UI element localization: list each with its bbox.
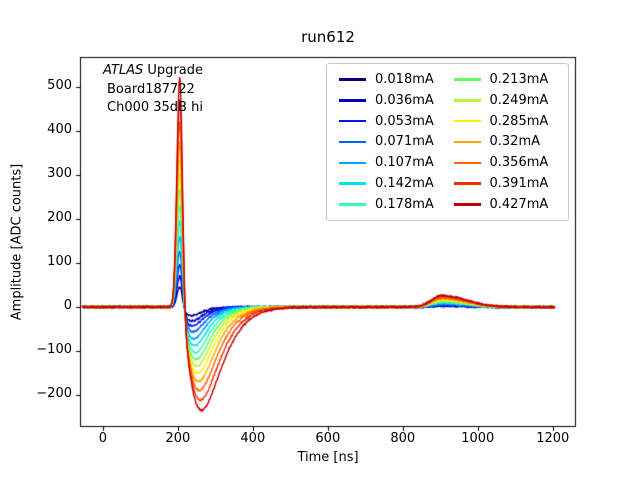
legend-item: 0.213mA — [448, 69, 563, 90]
y-tick-label: 0 — [63, 298, 72, 314]
legend-label: 0.018mA — [375, 71, 434, 87]
legend: 0.018mA 0.036mA 0.053mA 0.071mA 0.107mA 0.142… — [326, 63, 569, 221]
y-tick-label: −100 — [36, 342, 72, 358]
x-tick-label: 1200 — [536, 431, 570, 446]
legend-label: 0.427mA — [489, 197, 549, 213]
x-tick-label: 400 — [240, 431, 266, 446]
legend-line-swatch — [339, 161, 366, 165]
legend-label: 0.356mA — [489, 155, 549, 171]
annotation: ATLAS Upgrade Board187722 Ch000 35dB hi — [103, 62, 203, 118]
legend-line-swatch — [339, 182, 366, 185]
legend-item: 0.053mA — [333, 111, 448, 132]
legend-item: 0.036mA — [333, 90, 448, 111]
y-tick-label: 100 — [47, 253, 72, 269]
legend-item: 0.107mA — [333, 152, 448, 173]
x-tick-label: 0 — [98, 431, 107, 446]
legend-line-swatch — [453, 119, 481, 123]
legend-item: 0.071mA — [333, 132, 448, 153]
x-tick-label: 600 — [315, 431, 341, 446]
legend-item: 0.178mA — [333, 194, 448, 215]
legend-item: 0.32mA — [448, 132, 563, 153]
legend-line-swatch — [339, 203, 366, 206]
legend-item: 0.391mA — [448, 173, 563, 194]
legend-line-swatch — [339, 99, 366, 102]
annotation-board: Board187722 — [107, 81, 195, 97]
y-tick-label: 300 — [47, 165, 72, 181]
y-tick-label: −200 — [36, 386, 72, 402]
legend-item: 0.427mA — [448, 194, 563, 215]
legend-label: 0.391mA — [489, 176, 549, 192]
annotation-line1-rest: Upgrade — [143, 63, 203, 78]
legend-item: 0.249mA — [448, 90, 563, 111]
legend-label: 0.107mA — [375, 155, 434, 171]
legend-label: 0.285mA — [489, 113, 549, 129]
x-axis-label: Time [ns] — [297, 450, 359, 465]
legend-label: 0.32mA — [489, 134, 541, 150]
legend-label: 0.178mA — [375, 197, 434, 213]
y-tick-label: 400 — [47, 121, 72, 137]
legend-line-swatch — [339, 119, 366, 123]
annotation-channel: Ch000 35dB hi — [107, 100, 203, 115]
legend-label: 0.142mA — [375, 176, 434, 192]
legend-line-swatch — [453, 99, 481, 102]
legend-line-swatch — [453, 182, 481, 185]
y-tick-label: 200 — [47, 209, 72, 225]
x-tick-label: 1000 — [461, 431, 495, 446]
legend-item: 0.142mA — [333, 173, 448, 194]
legend-label: 0.036mA — [375, 92, 434, 108]
legend-label: 0.071mA — [375, 134, 434, 150]
legend-item: 0.018mA — [333, 69, 448, 90]
legend-item: 0.285mA — [448, 111, 563, 132]
legend-label: 0.249mA — [489, 92, 549, 108]
legend-label: 0.053mA — [375, 113, 434, 129]
legend-line-swatch — [453, 203, 481, 206]
x-tick-label: 200 — [165, 431, 191, 446]
legend-line-swatch — [339, 140, 366, 144]
legend-label: 0.213mA — [489, 71, 549, 87]
legend-line-swatch — [453, 161, 481, 165]
annotation-experiment: ATLAS — [103, 63, 144, 78]
chart-title: run612 — [301, 28, 355, 46]
legend-line-swatch — [339, 78, 366, 81]
legend-line-swatch — [453, 140, 481, 144]
legend-item: 0.356mA — [448, 152, 563, 173]
x-tick-label: 800 — [390, 431, 416, 446]
annotation-line-1: ATLAS Upgrade — [103, 62, 203, 81]
y-axis-label: Amplitude [ADC counts] — [9, 163, 25, 321]
y-tick-label: 500 — [47, 77, 72, 93]
legend-line-swatch — [453, 78, 481, 81]
